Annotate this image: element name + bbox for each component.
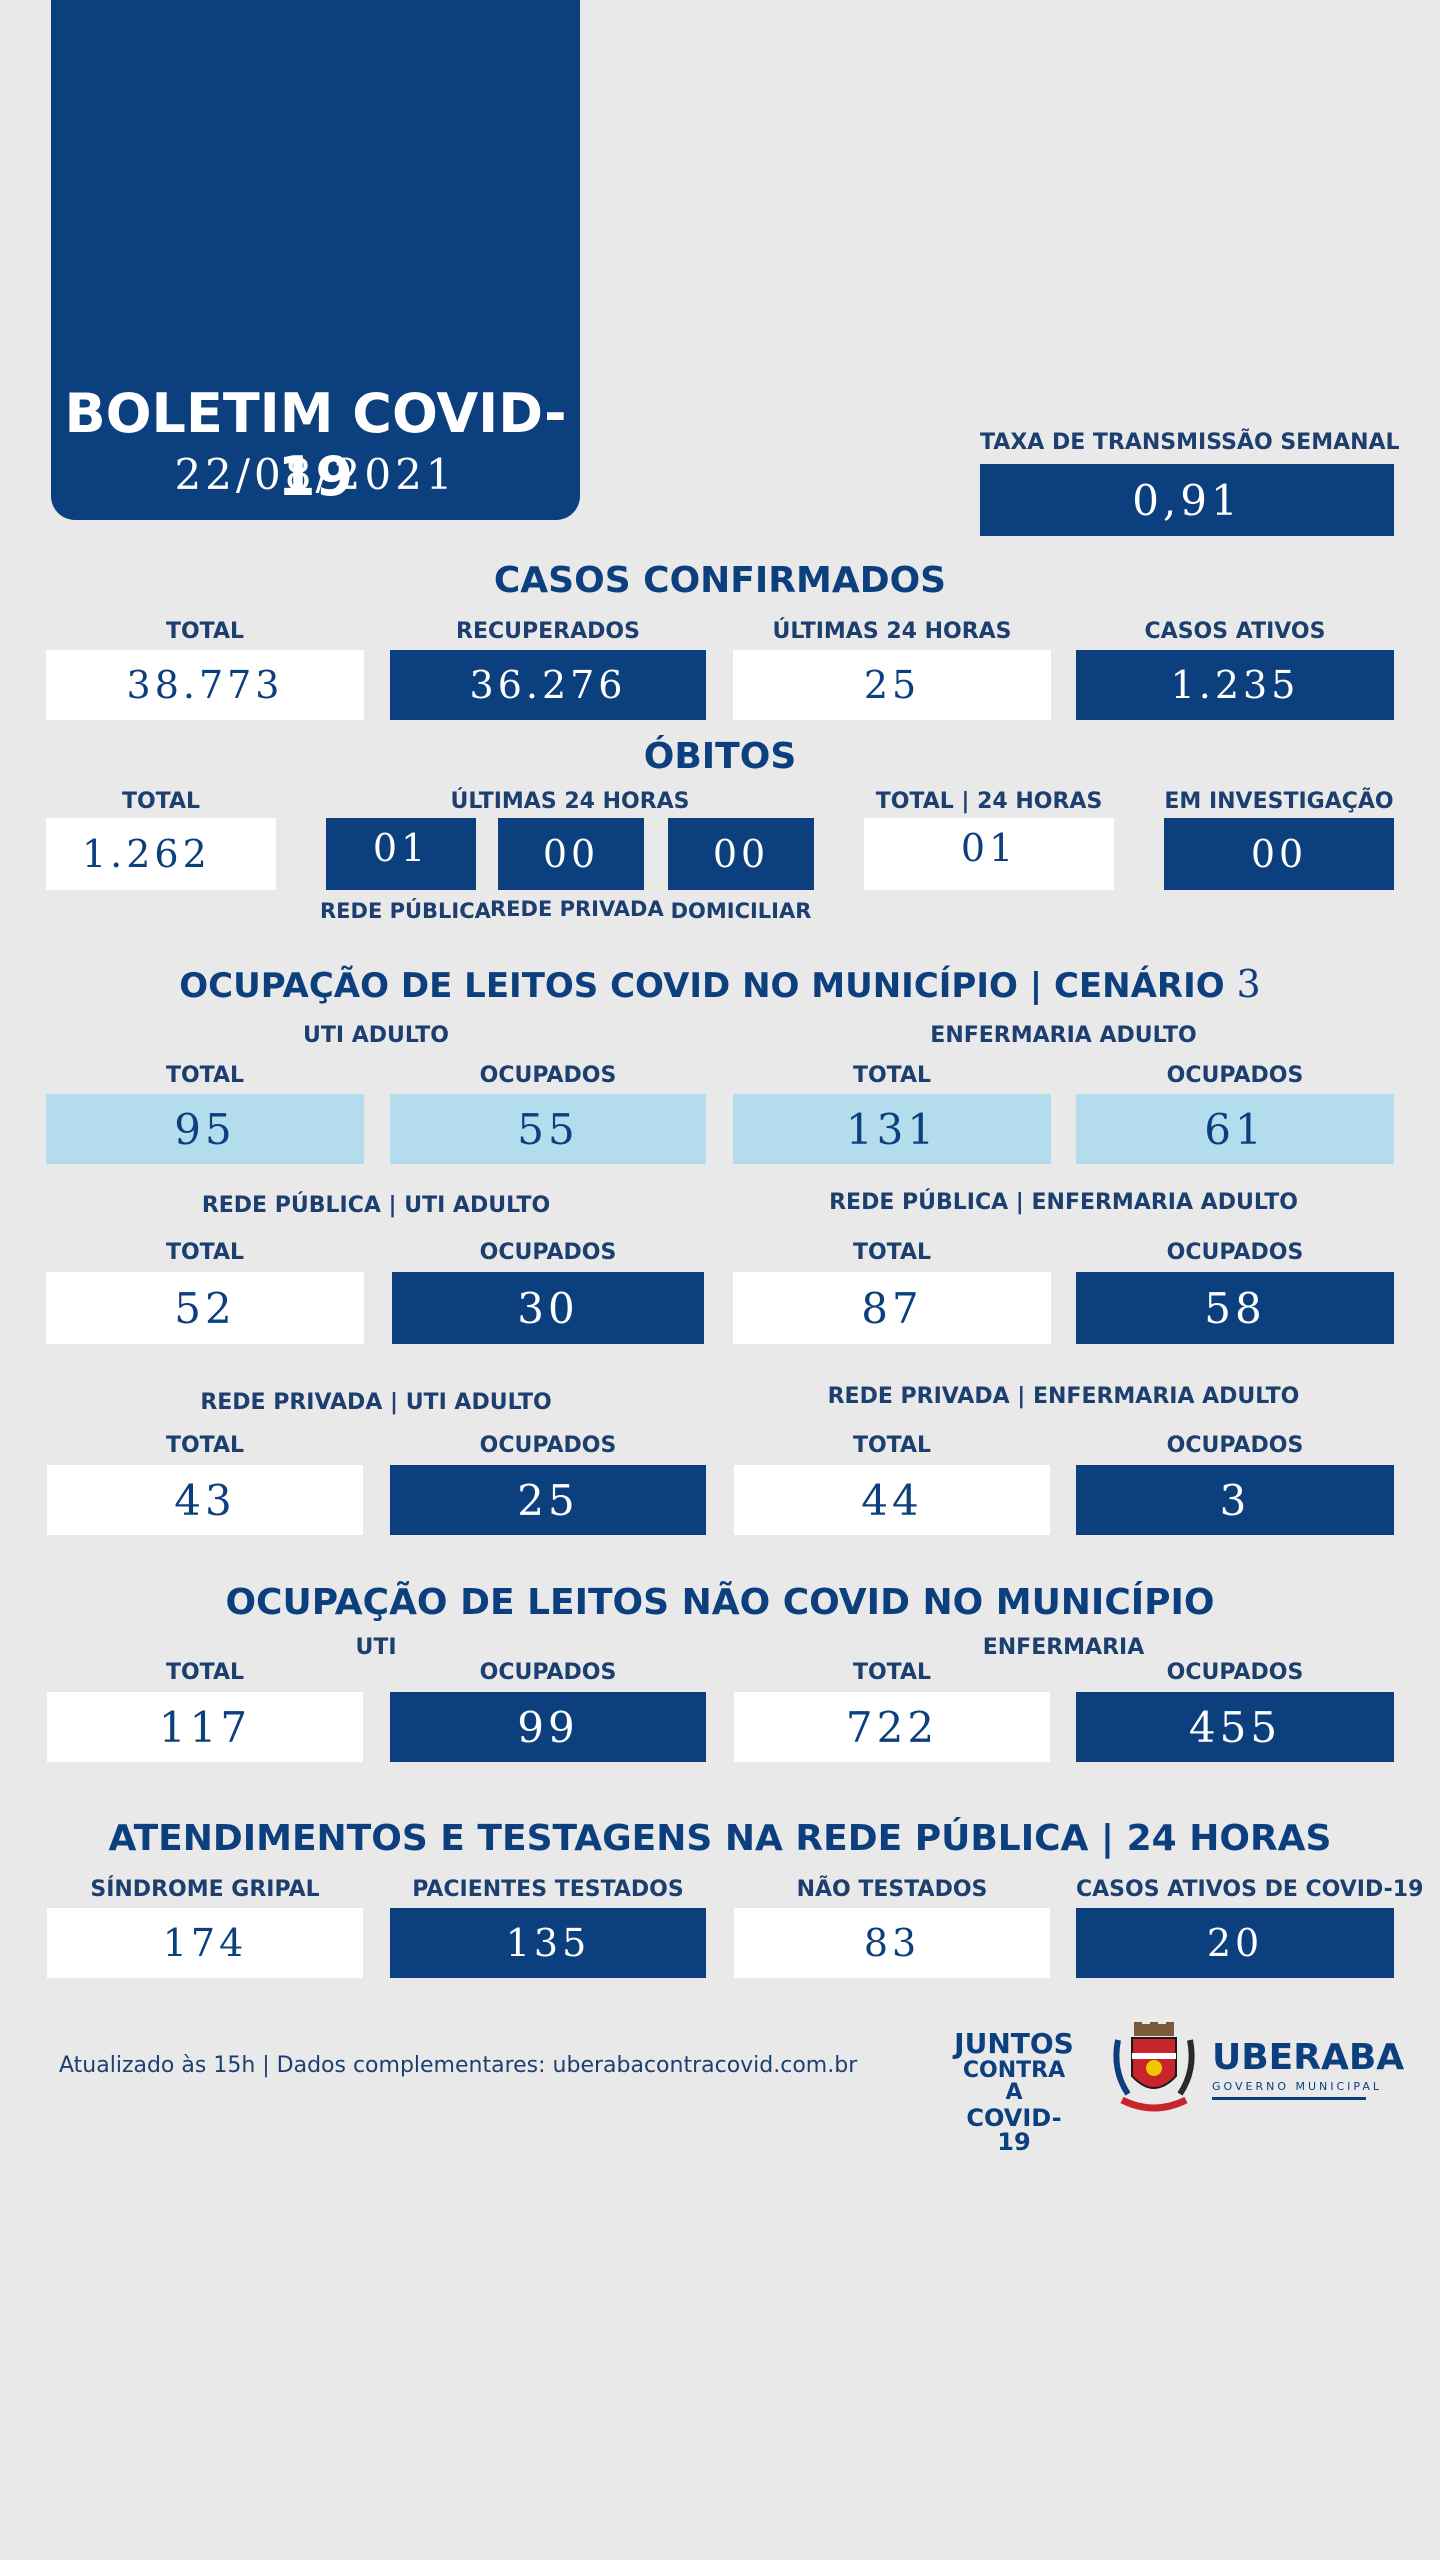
- transmission-label: TAXA DE TRANSMISSÃO SEMANAL: [980, 430, 1400, 455]
- ward-occupied-value: 61: [1076, 1094, 1394, 1164]
- header-panel: [51, 0, 580, 520]
- noncovid-ward-title: ENFERMARIA: [982, 1635, 1145, 1660]
- juntos-line-3: COVID-19: [966, 2104, 1062, 2156]
- noncovid-uti-total-value: 117: [47, 1692, 363, 1762]
- private-uti-occupied-value: 25: [390, 1465, 706, 1535]
- noncovid-uti-title: UTI: [355, 1635, 397, 1660]
- tests-not-tested-label: NÃO TESTADOS: [796, 1877, 988, 1902]
- noncovid-ward-total-value: 722: [734, 1692, 1050, 1762]
- ward-adult-title: ENFERMARIA ADULTO: [930, 1023, 1197, 1048]
- uti-total-label: TOTAL: [165, 1063, 245, 1088]
- tests-title: ATENDIMENTOS E TESTAGENS NA REDE PÚBLICA…: [108, 1818, 1332, 1859]
- deaths-title: ÓBITOS: [643, 736, 797, 777]
- tests-flu-value: 174: [47, 1908, 363, 1978]
- private-uti-occupied-label: OCUPADOS: [479, 1433, 617, 1458]
- deaths-last24-label: ÚLTIMAS 24 HORAS: [450, 789, 690, 814]
- deaths-private-value: 00: [498, 818, 644, 890]
- public-ward-occupied-value: 58: [1076, 1272, 1394, 1344]
- tests-tested-value: 135: [390, 1908, 706, 1978]
- juntos-line-2: CONTRA A: [962, 2058, 1066, 2105]
- noncovid-ward-total-label: TOTAL: [852, 1660, 932, 1685]
- public-uti-occupied-value: 30: [392, 1272, 704, 1344]
- deaths-public-label: REDE PÚBLICA: [320, 899, 491, 923]
- private-ward-total-label: TOTAL: [852, 1433, 932, 1458]
- deaths-private-label: REDE PRIVADA: [490, 897, 664, 921]
- juntos-logo: JUNTOS CONTRA A COVID-19: [952, 2027, 1076, 2156]
- tests-flu-label: SÍNDROME GRIPAL: [90, 1877, 320, 1902]
- transmission-value: 0,91: [980, 464, 1394, 536]
- tests-tested-label: PACIENTES TESTADOS: [412, 1877, 684, 1902]
- public-uti-title: REDE PÚBLICA | UTI ADULTO: [201, 1193, 551, 1218]
- covid-beds-title: OCUPAÇÃO DE LEITOS COVID NO MUNICÍPIO | …: [0, 962, 1440, 1006]
- public-ward-total-label: TOTAL: [852, 1240, 932, 1265]
- deaths-investigation-value: 00: [1164, 818, 1394, 890]
- noncovid-uti-occupied-label: OCUPADOS: [479, 1660, 617, 1685]
- bulletin-title: BOLETIM COVID-19: [64, 382, 567, 508]
- uti-occupied-value: 55: [390, 1094, 706, 1164]
- noncovid-ward-occupied-value: 455: [1076, 1692, 1394, 1762]
- deaths-public-value: 01: [326, 818, 476, 890]
- deaths-home-value: 00: [668, 818, 814, 890]
- updated-note: Atualizado às 15h | Dados complementares…: [59, 2053, 858, 2078]
- covid-beds-title-text: OCUPAÇÃO DE LEITOS COVID NO MUNICÍPIO | …: [179, 966, 1225, 1006]
- public-ward-title: REDE PÚBLICA | ENFERMARIA ADULTO: [829, 1190, 1298, 1215]
- public-ward-occupied-label: OCUPADOS: [1166, 1240, 1304, 1265]
- private-uti-title: REDE PRIVADA | UTI ADULTO: [200, 1390, 552, 1415]
- uberaba-underline: [1212, 2097, 1366, 2100]
- private-ward-title: REDE PRIVADA | ENFERMARIA ADULTO: [827, 1384, 1300, 1409]
- cases-last24-value: 25: [733, 650, 1051, 720]
- deaths-home-label: DOMICILIAR: [670, 899, 812, 923]
- public-uti-total-label: TOTAL: [165, 1240, 245, 1265]
- uberaba-logo: UBERABA GOVERNO MUNICIPAL: [1212, 2037, 1405, 2100]
- noncovid-ward-occupied-label: OCUPADOS: [1166, 1660, 1304, 1685]
- uti-adult-title: UTI ADULTO: [303, 1023, 449, 1048]
- cases-total-label: TOTAL: [165, 619, 245, 644]
- deaths-total24-value: 01: [864, 818, 1114, 890]
- cases-recovered-value: 36.276: [390, 650, 706, 720]
- public-uti-total-value: 52: [46, 1272, 364, 1344]
- private-ward-total-value: 44: [734, 1465, 1050, 1535]
- private-ward-occupied-label: OCUPADOS: [1166, 1433, 1304, 1458]
- cases-title: CASOS CONFIRMADOS: [493, 560, 947, 601]
- deaths-investigation-label: EM INVESTIGAÇÃO: [1164, 789, 1394, 814]
- bulletin-date: 22/08/2021: [174, 450, 457, 499]
- private-ward-occupied-value: 3: [1076, 1465, 1394, 1535]
- juntos-line-1: JUNTOS: [954, 2027, 1074, 2060]
- cases-total-value: 38.773: [46, 650, 364, 720]
- deaths-total-label: TOTAL: [121, 789, 201, 814]
- cases-active-value: 1.235: [1076, 650, 1394, 720]
- noncovid-uti-total-label: TOTAL: [165, 1660, 245, 1685]
- deaths-total24-label: TOTAL | 24 HORAS: [875, 789, 1103, 814]
- uberaba-city-name: UBERABA: [1212, 2037, 1405, 2078]
- uti-total-value: 95: [46, 1094, 364, 1164]
- ward-occupied-label: OCUPADOS: [1166, 1063, 1304, 1088]
- noncovid-uti-occupied-value: 99: [390, 1692, 706, 1762]
- cases-last24-label: ÚLTIMAS 24 HORAS: [772, 619, 1012, 644]
- ward-total-value: 131: [733, 1094, 1051, 1164]
- scenario-number: 3: [1236, 962, 1261, 1006]
- private-uti-total-label: TOTAL: [165, 1433, 245, 1458]
- tests-not-tested-value: 83: [734, 1908, 1050, 1978]
- uti-occupied-label: OCUPADOS: [479, 1063, 617, 1088]
- deaths-total-value: 1.262: [46, 818, 276, 890]
- public-ward-total-value: 87: [733, 1272, 1051, 1344]
- noncovid-beds-title: OCUPAÇÃO DE LEITOS NÃO COVID NO MUNICÍPI…: [225, 1582, 1215, 1623]
- tests-active-label: CASOS ATIVOS DE COVID-19: [1076, 1877, 1424, 1902]
- ward-total-label: TOTAL: [852, 1063, 932, 1088]
- cases-recovered-label: RECUPERADOS: [456, 619, 640, 644]
- uberaba-gov-label: GOVERNO MUNICIPAL: [1212, 2080, 1383, 2093]
- tests-active-value: 20: [1076, 1908, 1394, 1978]
- public-uti-occupied-label: OCUPADOS: [479, 1240, 617, 1265]
- cases-active-label: CASOS ATIVOS: [1144, 619, 1326, 644]
- coat-of-arms-icon: [1104, 2020, 1204, 2118]
- private-uti-total-value: 43: [47, 1465, 363, 1535]
